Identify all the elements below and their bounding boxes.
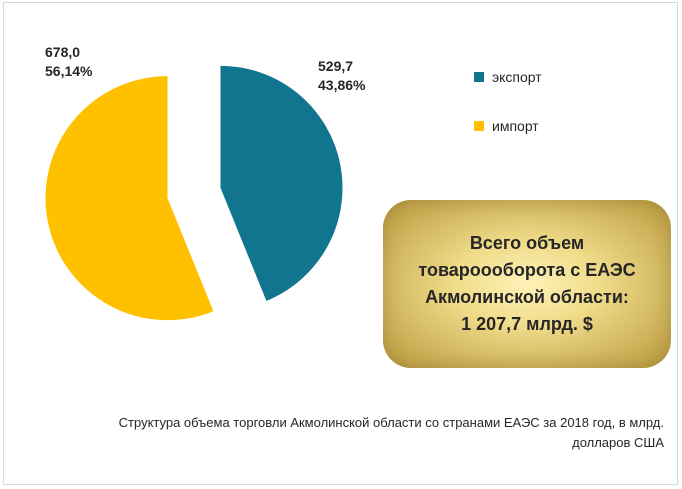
export-percent-label: 43,86% [318, 77, 366, 93]
legend-item-import: импорт [474, 116, 542, 136]
legend-label-import: импорт [492, 118, 539, 134]
legend-item-export: экспорт [474, 67, 542, 87]
caption-line-2: долларов США [572, 435, 664, 450]
total-volume-box: Всего объем товароооборота с ЕАЭС Акмоли… [383, 200, 671, 368]
total-line-3: Акмолинской области: [425, 287, 629, 307]
total-line-2: товароооборота с ЕАЭС [418, 260, 636, 280]
legend-swatch-import [474, 121, 484, 131]
pie-chart [45, 65, 343, 321]
chart-caption: Структура объема торговли Акмолинской об… [24, 413, 664, 453]
import-value-label: 678,0 [45, 44, 81, 60]
pie-slice-export [220, 65, 343, 301]
caption-line-1: Структура объема торговли Акмолинской об… [118, 415, 664, 430]
chart-frame: 678,0 56,14% 529,7 43,86% экспорт импорт… [3, 2, 678, 485]
legend-swatch-export [474, 72, 484, 82]
legend: экспорт импорт [474, 67, 542, 165]
export-value-label: 529,7 [318, 58, 354, 74]
legend-label-export: экспорт [492, 69, 542, 85]
total-line-1: Всего объем [469, 233, 585, 253]
import-data-label: 678,0 56,14% [45, 43, 92, 81]
pie-slice-import [45, 76, 214, 321]
export-data-label: 529,7 43,86% [318, 57, 365, 95]
import-percent-label: 56,14% [45, 63, 93, 79]
total-line-4: 1 207,7 млрд. $ [461, 314, 593, 334]
